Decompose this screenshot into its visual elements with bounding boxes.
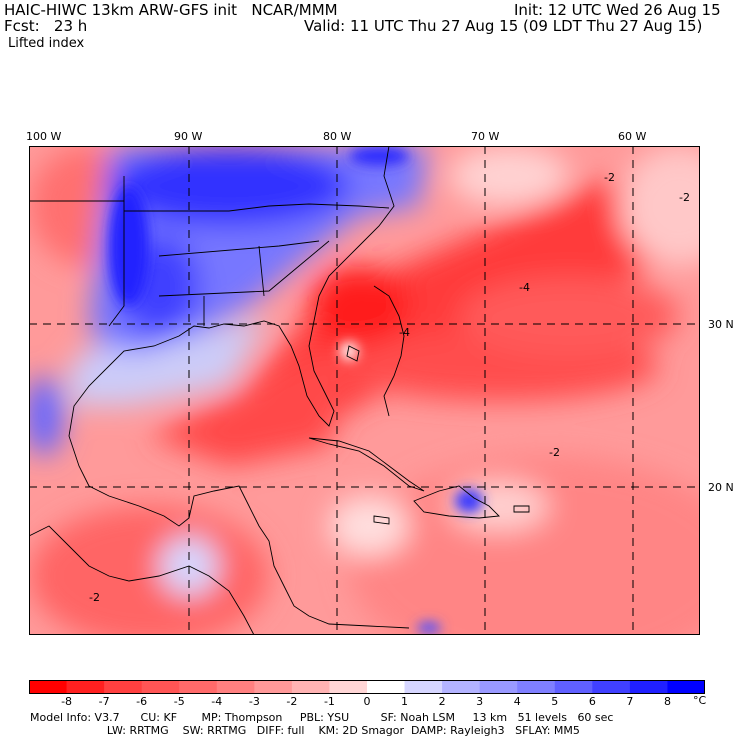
contour-label: -4 xyxy=(519,281,530,294)
contour-label: -2 xyxy=(604,171,615,184)
colorbar-swatch xyxy=(367,680,406,694)
colorbar-tick-label: -1 xyxy=(323,695,335,708)
contour-label: -2 xyxy=(679,191,690,204)
model-info-line-1: Model Info: V3.7 CU: KF MP: Thompson PBL… xyxy=(30,711,614,724)
lon-label-70w: 70 W xyxy=(471,130,500,143)
lifted-index-map: -2 -4 -2 -2 -4 -2 xyxy=(29,146,700,635)
contour-label: -2 xyxy=(549,446,560,459)
lon-label-80w: 80 W xyxy=(323,130,352,143)
lat-label-20n: 20 N xyxy=(708,481,734,494)
colorbar-tick-label: 1 xyxy=(401,695,409,708)
shading-layer xyxy=(29,146,700,635)
colorbar-swatch xyxy=(179,680,218,694)
colorbar-tick-label: 2 xyxy=(438,695,446,708)
colorbar-tick-label: -5 xyxy=(173,695,185,708)
colorbar-tick-label: -2 xyxy=(286,695,298,708)
colorbar-tick-label: 8 xyxy=(663,695,671,708)
lon-label-100w: 100 W xyxy=(26,130,62,143)
colorbar-swatch xyxy=(517,680,556,694)
coastlines xyxy=(29,146,530,635)
colorbar-swatch xyxy=(404,680,443,694)
colorbar-tick-label: 0 xyxy=(363,695,371,708)
colorbar-swatch xyxy=(29,680,68,694)
model-info-line-2: LW: RRTMG SW: RRTMG DIFF: full KM: 2D Sm… xyxy=(30,724,580,737)
contour-label: -4 xyxy=(399,326,410,339)
colorbar-tick-label: -3 xyxy=(248,695,260,708)
colorbar-swatch xyxy=(66,680,105,694)
colorbar-tick-label: 7 xyxy=(626,695,634,708)
lat-lon-grid xyxy=(29,146,700,635)
colorbar-tick-label: 4 xyxy=(513,695,521,708)
header-title: HAIC-HIWC 13km ARW-GFS init NCAR/MMM xyxy=(4,1,338,19)
init-time: Init: 12 UTC Wed 26 Aug 15 xyxy=(514,1,721,19)
forecast-hour: Fcst: 23 h xyxy=(4,17,88,35)
field-name: Lifted index xyxy=(8,36,85,51)
colorbar-swatch xyxy=(479,680,518,694)
colorbar-swatch xyxy=(291,680,330,694)
detail-layer xyxy=(109,146,483,634)
colorbar-tick-label: -6 xyxy=(136,695,148,708)
map-frame xyxy=(29,146,700,635)
colorbar-tick-label: 3 xyxy=(476,695,484,708)
colorbar-tick-label: 5 xyxy=(551,695,559,708)
colorbar-swatch xyxy=(141,680,180,694)
colorbar-swatch xyxy=(104,680,143,694)
valid-time: Valid: 11 UTC Thu 27 Aug 15 (09 LDT Thu … xyxy=(304,17,703,35)
colorbar-swatch xyxy=(254,680,293,694)
contour-label: -2 xyxy=(89,591,100,604)
colorbar-tick-label: -4 xyxy=(211,695,223,708)
colorbar-swatch xyxy=(629,680,668,694)
colorbar-swatch xyxy=(216,680,255,694)
colorbar-tick-label: -8 xyxy=(61,695,73,708)
colorbar-unit: °C xyxy=(693,694,707,707)
lat-label-30n: 30 N xyxy=(708,318,734,331)
lon-label-90w: 90 W xyxy=(174,130,203,143)
colorbar-tick-label: -7 xyxy=(98,695,110,708)
colorbar xyxy=(29,680,705,694)
colorbar-swatch xyxy=(667,680,705,694)
colorbar-swatch xyxy=(329,680,368,694)
colorbar-swatch xyxy=(442,680,481,694)
colorbar-tick-label: 6 xyxy=(588,695,596,708)
colorbar-swatch xyxy=(554,680,593,694)
lon-label-60w: 60 W xyxy=(618,130,647,143)
colorbar-swatch xyxy=(592,680,631,694)
